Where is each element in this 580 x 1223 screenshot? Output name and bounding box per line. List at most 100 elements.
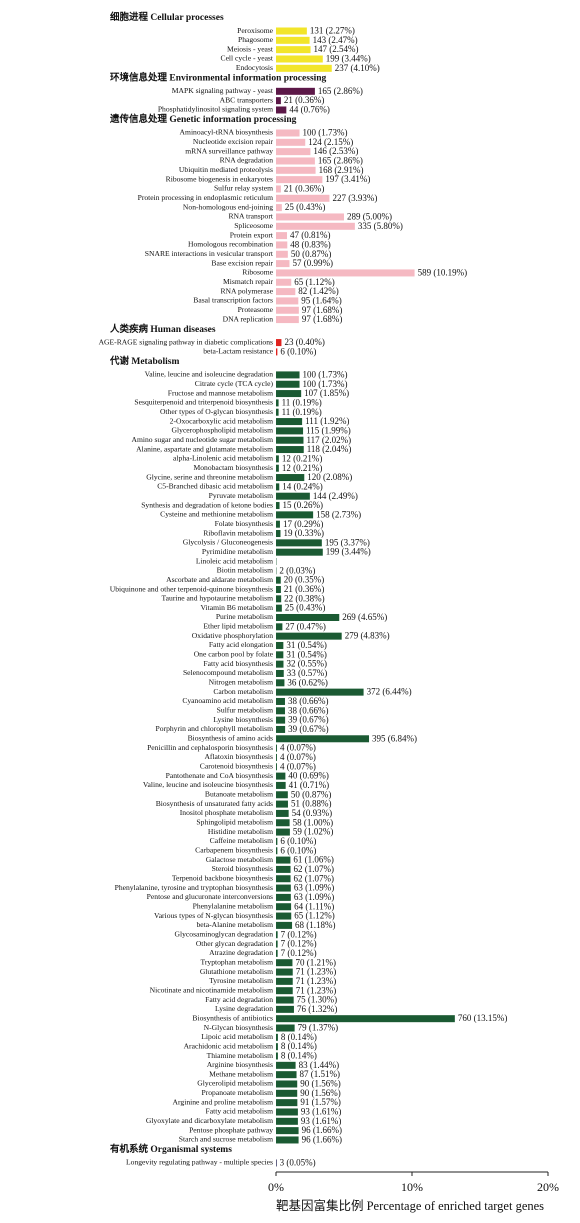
category-label: Steroid biosynthesis — [212, 864, 273, 873]
bar — [276, 213, 344, 221]
category-label: Sulfur metabolism — [217, 706, 273, 715]
category-label: Lysine biosynthesis — [213, 715, 273, 724]
category-label: Histidine metabolism — [208, 827, 273, 836]
bar — [276, 912, 292, 920]
value-label: 63 (1.09%) — [294, 883, 335, 893]
category-label: Butanoate metabolism — [205, 790, 273, 799]
category-label: beta-Alanine metabolism — [196, 920, 273, 929]
bar — [276, 464, 279, 472]
group-title: 细胞进程 Cellular processes — [110, 11, 224, 23]
value-label: 6 (0.10%) — [280, 845, 316, 855]
bar — [276, 1080, 298, 1088]
value-label: 158 (2.73%) — [316, 509, 361, 519]
category-label: Pantothenate and CoA biosynthesis — [166, 771, 273, 780]
bar — [276, 576, 281, 584]
bar — [276, 492, 310, 500]
category-label: Riboflavin metabolism — [203, 528, 273, 537]
bar — [276, 809, 289, 817]
value-label: 25 (0.43%) — [285, 202, 326, 212]
value-label: 146 (2.53%) — [313, 146, 358, 156]
category-label: Nucleotide excision repair — [193, 137, 274, 146]
category-label: Thiamine metabolism — [207, 1051, 274, 1060]
bar — [276, 968, 293, 976]
value-label: 65 (1.12%) — [294, 911, 335, 921]
category-label: N-Glycan biosynthesis — [204, 1023, 273, 1032]
bar — [276, 166, 316, 174]
bar — [276, 604, 282, 612]
value-label: 31 (0.54%) — [286, 649, 327, 659]
bar — [276, 1052, 278, 1060]
bar — [276, 1005, 294, 1013]
bar — [276, 669, 284, 677]
category-label: Proteasome — [238, 305, 274, 314]
value-label: 195 (3.37%) — [325, 537, 370, 547]
category-label: Carbapenem biosynthesis — [195, 845, 273, 854]
value-label: 760 (13.15%) — [458, 1013, 508, 1023]
value-label: 131 (2.27%) — [310, 26, 355, 36]
bar — [276, 651, 284, 659]
value-label: 38 (0.66%) — [288, 705, 329, 715]
category-label: Caffeine metabolism — [210, 836, 273, 845]
value-label: 47 (0.81%) — [290, 230, 331, 240]
value-label: 83 (1.44%) — [299, 1060, 340, 1070]
value-label: 62 (1.07%) — [294, 864, 335, 874]
bar — [276, 884, 291, 892]
bar — [276, 1043, 278, 1051]
value-label: 117 (2.02%) — [306, 435, 351, 445]
x-tick-label: 20% — [537, 1180, 559, 1194]
bar — [276, 46, 311, 54]
bar — [276, 679, 285, 687]
value-label: 6 (0.10%) — [280, 346, 316, 356]
category-label: Various types of N-glycan biosynthesis — [154, 911, 273, 920]
value-label: 39 (0.67%) — [288, 724, 329, 734]
category-label: Taurine and hypotaurine metabolism — [162, 594, 274, 603]
value-label: 11 (0.19%) — [282, 397, 322, 407]
value-label: 165 (2.86%) — [318, 156, 363, 166]
category-label: Protein processing in endoplasmic reticu… — [138, 193, 273, 202]
bar — [276, 390, 302, 398]
bar — [276, 697, 285, 705]
bar — [276, 27, 307, 35]
category-label: Methane metabolism — [209, 1069, 273, 1078]
bar — [276, 623, 283, 631]
bar — [276, 1061, 296, 1069]
category-label: Sesquiterpenoid and triterpenoid biosynt… — [134, 398, 273, 407]
value-label: 143 (2.47%) — [313, 35, 358, 45]
value-label: 589 (10.19%) — [418, 267, 468, 277]
value-label: 76 (1.32%) — [297, 1004, 338, 1014]
value-label: 97 (1.68%) — [302, 305, 343, 315]
category-label: Citrate cycle (TCA cycle) — [195, 379, 274, 388]
value-label: 50 (0.87%) — [291, 249, 332, 259]
value-label: 59 (1.02%) — [293, 827, 334, 837]
value-label: 165 (2.86%) — [318, 86, 363, 96]
category-label: Valine, leucine and isoleucine degradati… — [145, 370, 274, 379]
category-label: Longevity regulating pathway - multiple … — [126, 1158, 273, 1167]
value-label: 372 (6.44%) — [367, 687, 412, 697]
value-label: 95 (1.64%) — [301, 295, 342, 305]
category-label: Valine, leucine and isoleucine biosynthe… — [143, 780, 273, 789]
category-label: Other glycan degradation — [196, 939, 273, 948]
bar — [276, 455, 279, 463]
category-label: Nicotinate and nicotinamide metabolism — [150, 985, 273, 994]
bar — [276, 613, 340, 621]
value-label: 2 (0.03%) — [279, 565, 315, 575]
value-label: 335 (5.80%) — [358, 221, 403, 231]
value-label: 32 (0.55%) — [286, 659, 327, 669]
bar — [276, 595, 282, 603]
group-title: 代谢 Metabolism — [109, 355, 179, 367]
bar — [276, 716, 286, 724]
category-label: Homologous recombination — [188, 240, 273, 249]
category-label: Lysine degradation — [215, 1004, 273, 1013]
category-label: Ribosome — [242, 268, 273, 277]
value-label: 71 (1.23%) — [296, 967, 337, 977]
value-label: 65 (1.12%) — [294, 277, 335, 287]
value-label: 93 (1.61%) — [301, 1107, 342, 1117]
category-label: Folate biosynthesis — [215, 519, 273, 528]
value-label: 11 (0.19%) — [282, 407, 322, 417]
value-label: 23 (0.40%) — [284, 337, 325, 347]
value-label: 31 (0.54%) — [286, 640, 327, 650]
bar — [276, 539, 322, 547]
value-label: 87 (1.51%) — [300, 1069, 341, 1079]
category-label: Tyrosine metabolism — [209, 976, 273, 985]
category-label: Mismatch repair — [223, 277, 273, 286]
